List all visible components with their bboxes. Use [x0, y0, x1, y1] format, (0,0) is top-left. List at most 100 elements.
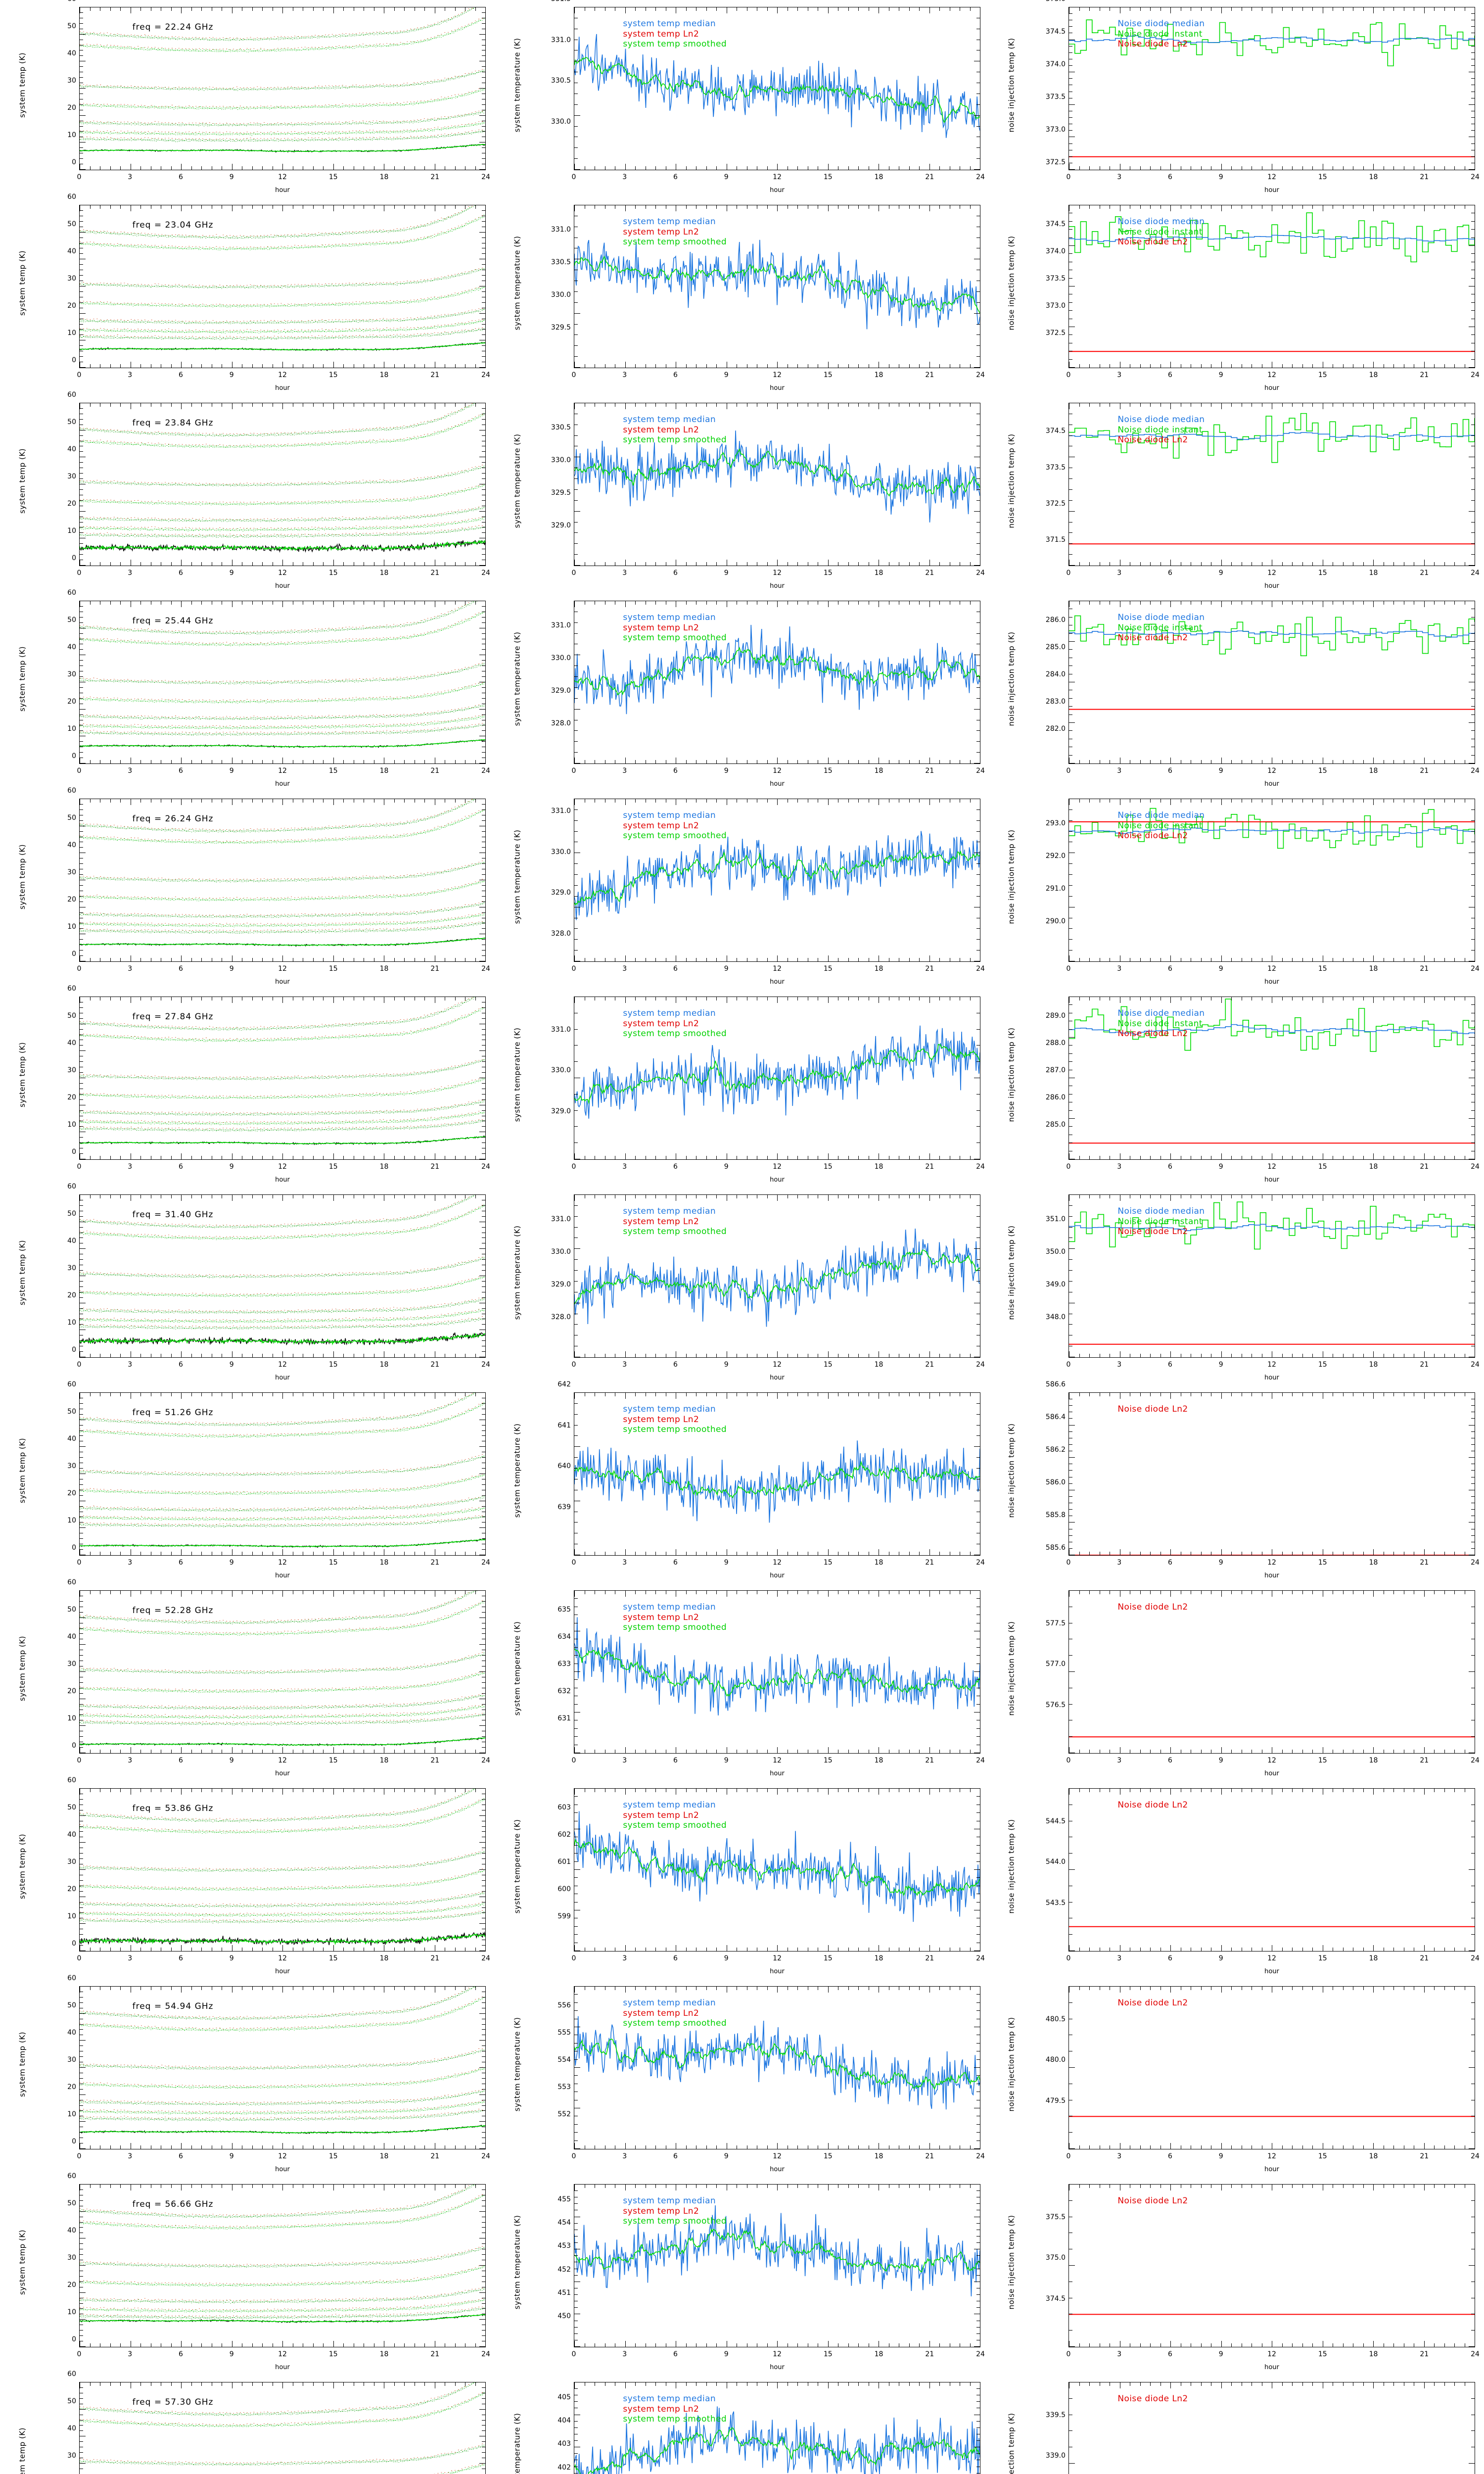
x-tick-label: 6	[1168, 371, 1172, 379]
y-tick-label: 30	[67, 1066, 76, 1074]
x-tick-label: 24	[976, 1361, 985, 1369]
y-tick-label: 286.0	[1046, 616, 1066, 624]
legend: Noise diode median Noise diode instant Noi…	[1117, 613, 1205, 643]
y-tick-label: 451	[557, 2289, 571, 2297]
y-tick-label: 374.5	[1046, 2295, 1066, 2303]
x-tick-label: 6	[673, 569, 678, 577]
plot-series-svg	[574, 997, 980, 1159]
y-tick-label: 285.0	[1046, 643, 1066, 651]
legend: system temp median system temp Ln2 system …	[623, 1998, 727, 2029]
x-tick-label: 3	[1117, 2350, 1121, 2358]
x-tick-labels: 0 3 6 9 12 15 18 21 24	[77, 569, 490, 577]
x-tick-labels: 0 3 6 9 12 15 18 21 24	[572, 173, 985, 181]
x-tick-label: 18	[1369, 371, 1378, 379]
x-axis-label: hour	[79, 1374, 486, 1381]
x-tick-label: 21	[925, 371, 934, 379]
y-tick-label: 330.0	[551, 118, 571, 126]
plot-series-svg	[1069, 403, 1475, 566]
x-tick-labels: 0 3 6 9 12 15 18 21 24	[572, 1163, 985, 1171]
x-tick-label: 6	[673, 1757, 678, 1764]
plot-row: system temp (K) 0 10 20 30 40 50 60 freq = 23.84…	[0, 391, 1484, 594]
x-tick-label: 6	[673, 1163, 678, 1171]
y-axis-label: system temp (K)	[17, 1583, 28, 1754]
y-axis-label-text: system temperature (K)	[512, 2413, 521, 2474]
plot-series-svg	[574, 1591, 980, 1753]
x-tick-label: 24	[1471, 1361, 1480, 1369]
y-axis-label-text: system temp (K)	[18, 448, 27, 514]
plot-area: Noise diode Ln2	[1068, 1788, 1475, 1951]
y-tick-label: 20	[67, 1687, 76, 1695]
legend-entry: system temp Ln2	[623, 1019, 727, 1029]
plot-area: freq = 25.44 GHz	[79, 601, 486, 764]
y-tick-label: 40	[67, 2029, 76, 2037]
y-axis-label: system temperature (K)	[511, 0, 522, 170]
y-axis-label: system temp (K)	[17, 396, 28, 566]
y-tick-label: 372.5	[1046, 500, 1066, 508]
legend-entry: Noise diode Ln2	[1117, 1800, 1188, 1810]
plot-area: freq = 54.94 GHz	[79, 1986, 486, 2149]
plot-panel-mid: system temperature (K) 450 451 452 453 454 455…	[495, 2177, 989, 2375]
x-tick-label: 9	[230, 2152, 234, 2160]
y-tick-label: 40	[67, 445, 76, 453]
x-tick-labels: 0 3 6 9 12 15 18 21 24	[1067, 173, 1480, 181]
x-tick-label: 15	[1318, 767, 1327, 775]
y-axis-label: system temperature (K)	[511, 2177, 522, 2347]
x-tick-label: 15	[824, 965, 833, 973]
x-tick-label: 18	[1369, 1559, 1378, 1567]
x-tick-label: 21	[925, 1559, 934, 1567]
x-tick-label: 3	[1117, 1757, 1121, 1764]
y-tick-label: 348.0	[1046, 1313, 1066, 1321]
y-tick-label: 40	[67, 1633, 76, 1641]
x-tick-labels: 0 3 6 9 12 15 18 21 24	[1067, 2350, 1480, 2358]
y-tick-label: 374.0	[1046, 60, 1066, 68]
y-tick-label: 329.0	[551, 889, 571, 897]
x-tick-labels: 0 3 6 9 12 15 18 21 24	[572, 2350, 985, 2358]
y-tick-label: 330.0	[551, 456, 571, 464]
legend: Noise diode median Noise diode instant Noi…	[1117, 19, 1205, 49]
x-tick-label: 3	[622, 1757, 627, 1764]
x-axis-label: hour	[1068, 1572, 1475, 1579]
x-tick-label: 21	[430, 965, 439, 973]
plot-area: Noise diode Ln2	[1068, 2382, 1475, 2474]
x-tick-label: 12	[773, 1954, 782, 1962]
y-tick-label: 20	[67, 2083, 76, 2091]
plot-panel-left: system temp (K) 0 10 20 30 40 50 60 freq = 52.28…	[0, 1578, 495, 1781]
x-tick-label: 15	[824, 1361, 833, 1369]
x-axis-label: hour	[79, 978, 486, 986]
y-tick-label: 50	[67, 814, 76, 822]
x-tick-label: 9	[1219, 1163, 1223, 1171]
x-tick-label: 18	[875, 1559, 883, 1567]
y-axis-label: system temp (K)	[17, 1781, 28, 1951]
y-tick-label: 291.0	[1046, 885, 1066, 893]
legend-entry: system temp median	[623, 2196, 727, 2206]
x-tick-label: 24	[481, 1163, 490, 1171]
plot-panel-mid: system temperature (K) 599 600 601 602 603 sys…	[495, 1781, 989, 1979]
plot-panel-right: noise injection temp (K) 290.0 291.0 292.0 2…	[989, 792, 1484, 990]
x-tick-label: 0	[77, 2350, 82, 2358]
x-tick-label: 24	[976, 767, 985, 775]
x-tick-label: 18	[380, 569, 389, 577]
plot-series-svg	[574, 1987, 980, 2149]
plot-series-svg	[1069, 1987, 1475, 2149]
plot-series-svg	[1069, 7, 1475, 170]
x-tick-label: 0	[572, 2350, 576, 2358]
x-tick-label: 21	[1420, 1361, 1429, 1369]
frequency-label: freq = 27.84 GHz	[133, 1012, 214, 1022]
x-axis-label: hour	[79, 1968, 486, 1975]
y-tick-label: 602	[557, 1831, 571, 1839]
plot-area: freq = 57.30 GHz	[79, 2382, 486, 2474]
legend-entry: Noise diode Ln2	[1117, 237, 1205, 247]
y-tick-label: 20	[67, 500, 76, 508]
x-tick-labels: 0 3 6 9 12 15 18 21 24	[1067, 1954, 1480, 1962]
x-tick-label: 21	[925, 1361, 934, 1369]
y-tick-label: 331.0	[551, 226, 571, 234]
plot-series-svg	[574, 2185, 980, 2347]
y-tick-label: 30	[67, 1858, 76, 1866]
plot-panel-mid: system temperature (K) 639 640 641 642 system…	[495, 1380, 989, 1583]
frequency-label: freq = 26.24 GHz	[133, 814, 214, 824]
y-tick-label: 544.0	[1046, 1858, 1066, 1866]
y-tick-label: 10	[67, 1912, 76, 1920]
y-axis-label-text: system temp (K)	[18, 1834, 27, 1899]
y-tick-label: 374.5	[1046, 427, 1066, 435]
x-tick-label: 21	[1420, 1559, 1429, 1567]
